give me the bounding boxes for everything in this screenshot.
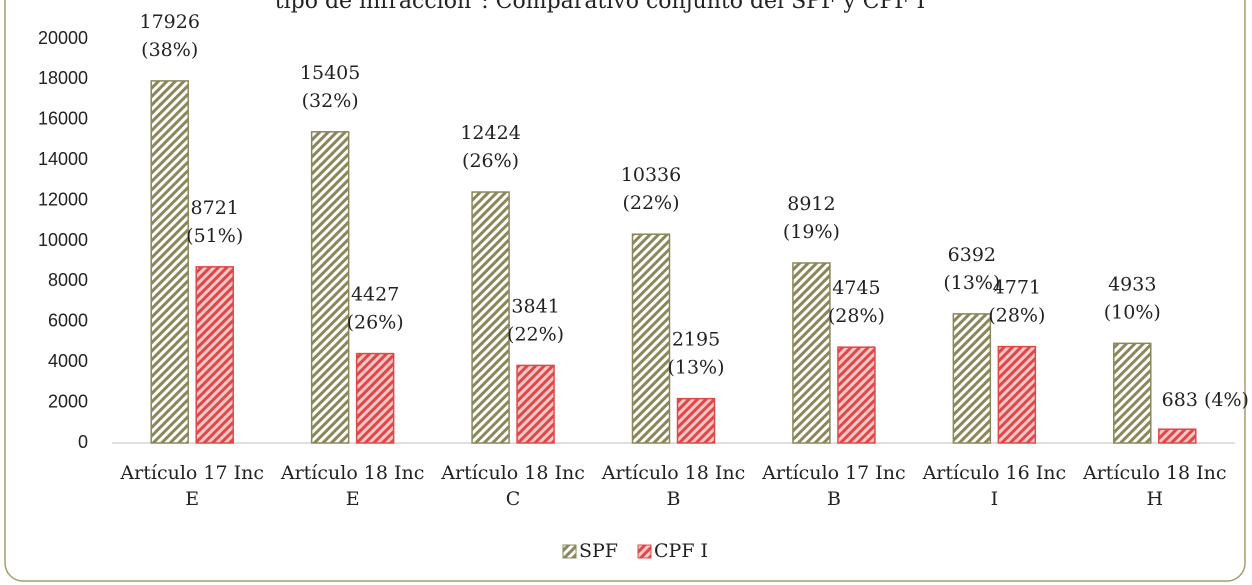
- x-tick-label: Artículo 17 Inc B: [761, 462, 906, 510]
- data-label: 10336 (22%): [621, 164, 681, 214]
- bar: [997, 345, 1037, 444]
- data-label: 3841 (22%): [507, 295, 564, 345]
- bar: [952, 313, 992, 444]
- y-tick-label: 16000: [38, 109, 88, 129]
- bar: [355, 352, 395, 444]
- y-tick-label: 18000: [38, 68, 88, 88]
- data-label: 4745 (28%): [828, 277, 885, 327]
- x-tick-label: Artículo 18 Inc B: [601, 462, 746, 510]
- y-tick-label: 14000: [38, 149, 88, 169]
- bar: [631, 233, 671, 444]
- bar: [150, 80, 189, 444]
- bar: [676, 397, 716, 444]
- x-tick-label: Artículo 17 Inc E: [119, 462, 264, 510]
- y-tick-label: 2000: [48, 391, 88, 411]
- bar: [837, 346, 876, 444]
- y-tick-label: 20000: [38, 28, 88, 48]
- y-tick-label: 4000: [48, 351, 88, 371]
- data-label: 17926 (38%): [139, 11, 199, 61]
- y-tick-label: 6000: [48, 311, 88, 331]
- data-label: 4933 (10%): [1104, 273, 1161, 323]
- data-label: 683 (4%): [1162, 389, 1249, 411]
- bar: [1158, 428, 1197, 444]
- data-label: 2195 (13%): [667, 329, 724, 379]
- y-tick-label: 8000: [48, 270, 88, 290]
- legend-swatch: [637, 544, 652, 559]
- x-tick-label: Artículo 18 Inc C: [440, 462, 585, 510]
- data-label: 8912 (19%): [783, 193, 840, 243]
- data-label: 15405 (32%): [300, 62, 360, 112]
- data-label: 12424 (26%): [460, 122, 520, 172]
- bar: [1113, 342, 1152, 444]
- legend-swatch: [562, 544, 577, 559]
- bar: [195, 266, 234, 444]
- data-label: 8721 (51%): [186, 197, 243, 247]
- data-label: 4427 (26%): [347, 284, 404, 334]
- chart-title: tipo de infracción": Comparativo conjunt…: [275, 0, 925, 14]
- y-tick-label: 0: [78, 432, 88, 452]
- legend-label: CPF I: [654, 540, 708, 562]
- data-label: 6392 (13%): [943, 244, 1000, 294]
- bar: [310, 131, 350, 444]
- x-tick-label: Artículo 18 Inc H: [1082, 462, 1227, 510]
- bar: [471, 191, 510, 444]
- y-tick-label: 10000: [38, 230, 88, 250]
- frame: [4, 0, 1246, 582]
- y-tick-label: 12000: [38, 189, 88, 209]
- data-label: 4771 (28%): [988, 277, 1045, 327]
- x-tick-label: Artículo 18 Inc E: [280, 462, 425, 510]
- x-tick-label: Artículo 16 Inc I: [922, 462, 1067, 510]
- legend-label: SPF: [579, 540, 618, 562]
- bar: [792, 262, 831, 444]
- bar: [516, 364, 555, 444]
